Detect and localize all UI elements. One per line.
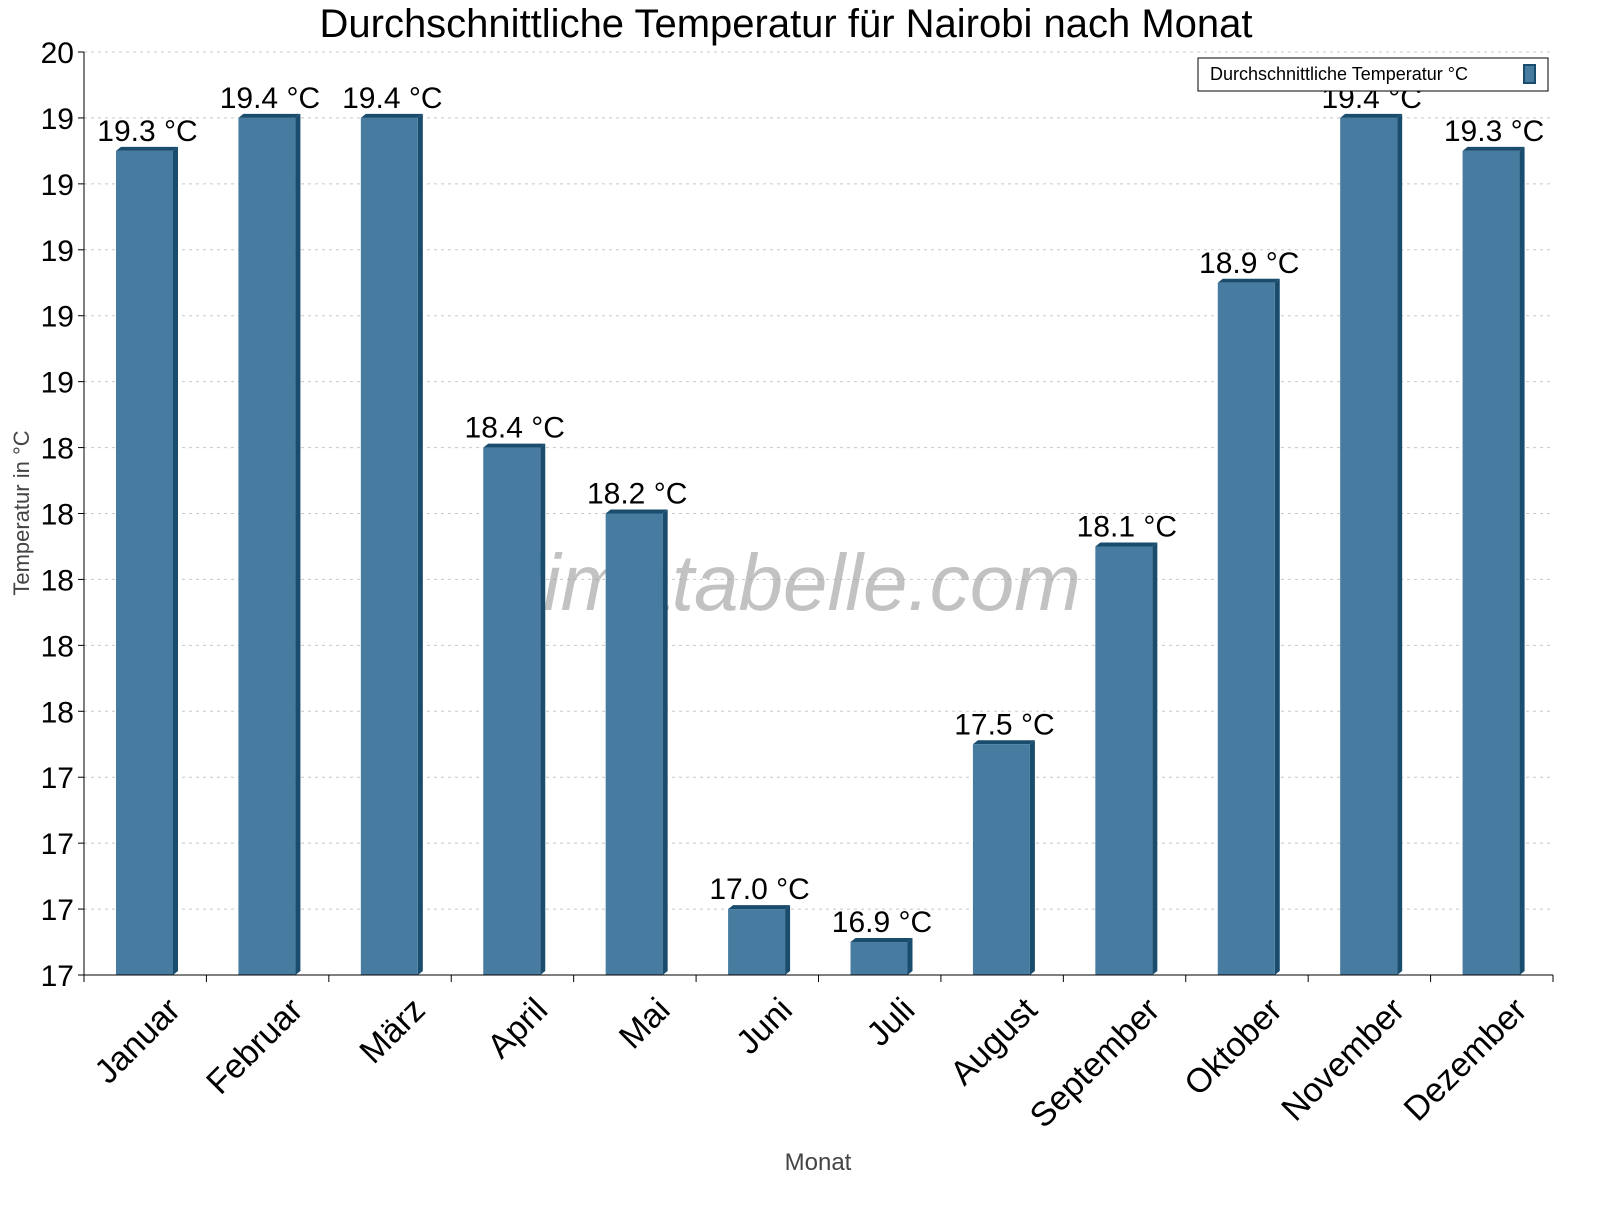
x-tick-label: Dezember — [1397, 991, 1535, 1129]
y-tick-label: 19 — [41, 103, 74, 136]
data-label: 19.4 °C — [342, 82, 442, 115]
bar-side — [907, 938, 913, 975]
bar-top — [1462, 146, 1525, 151]
x-tick-label: April — [480, 991, 555, 1066]
gridlines — [84, 51, 1553, 910]
data-label: 19.4 °C — [220, 82, 320, 115]
bar-top — [850, 938, 913, 943]
x-tick-label: Mai — [612, 991, 678, 1057]
x-axis-label: Monat — [785, 1149, 852, 1176]
bar-top — [972, 740, 1035, 745]
x-tick-label: Februar — [199, 991, 310, 1102]
data-label: 19.3 °C — [1444, 115, 1544, 148]
bars: 19.3 °C 19.4 °C 19.4 °C 18.4 °C 18.2 °C 17.0 … — [97, 82, 1544, 976]
bar-top — [605, 509, 668, 514]
bar — [605, 513, 663, 975]
x-tick-label: Juni — [729, 991, 800, 1062]
bar — [483, 447, 541, 976]
x-tick-label: Januar — [87, 991, 187, 1091]
y-tick-label: 17 — [41, 894, 74, 927]
bar-top — [728, 905, 791, 910]
bar — [116, 150, 173, 976]
x-tick-label: Oktober — [1177, 991, 1289, 1103]
legend: Durchschnittliche Temperatur °C — [1197, 57, 1549, 92]
bar-top — [483, 443, 546, 448]
bar-top — [360, 113, 423, 118]
bar — [972, 744, 1030, 975]
y-tick-label: 19 — [41, 367, 74, 400]
bar — [728, 909, 786, 975]
bar-side — [173, 146, 178, 976]
bar-top — [1095, 542, 1158, 547]
data-label: 17.0 °C — [709, 873, 809, 906]
bar — [360, 117, 418, 975]
data-label: 17.5 °C — [954, 708, 1054, 741]
data-label: 18.2 °C — [587, 478, 687, 511]
y-axis-label: Temperatur in °C — [9, 430, 34, 595]
bar — [850, 942, 908, 975]
bar-side — [417, 113, 423, 975]
x-tick-label: August — [943, 990, 1045, 1092]
y-tick-label: 17 — [41, 762, 74, 795]
bar — [1340, 117, 1398, 975]
bar-side — [1152, 542, 1158, 975]
x-tick-label: Juli — [859, 991, 922, 1054]
legend-label: Durchschnittliche Temperatur °C — [1210, 64, 1468, 84]
legend-box — [1197, 57, 1549, 92]
y-tick-label: 18 — [41, 696, 74, 729]
data-label: 19.3 °C — [97, 115, 197, 148]
bar-side — [785, 905, 791, 975]
x-tick-label: November — [1274, 991, 1412, 1129]
bar — [1095, 546, 1153, 975]
legend-swatch — [1523, 64, 1536, 84]
y-tick-label: 19 — [41, 169, 74, 202]
chart-title: Durchschnittliche Temperatur für Nairobi… — [319, 2, 1252, 46]
y-tick-label: 19 — [41, 235, 74, 268]
bar — [238, 117, 296, 975]
data-label: 18.9 °C — [1199, 247, 1299, 280]
y-tick-label: 20 — [41, 37, 74, 70]
y-tick-label: 18 — [41, 499, 74, 532]
data-label: 16.9 °C — [832, 906, 932, 939]
y-tick-label: 18 — [41, 433, 74, 466]
y-tick-label: 18 — [41, 630, 74, 663]
x-tick-label: März — [352, 991, 432, 1071]
y-tick-label: 18 — [41, 564, 74, 597]
bar-top — [1340, 113, 1403, 118]
bar-side — [1519, 146, 1525, 976]
watermark: klimatabelle.com — [485, 538, 1081, 627]
bar — [1217, 282, 1275, 975]
data-label: 18.4 °C — [465, 412, 565, 445]
bar-side — [662, 509, 668, 975]
bar-side — [1029, 740, 1035, 975]
bar-side — [1274, 278, 1280, 975]
bar — [1462, 150, 1520, 976]
bar-top — [238, 113, 301, 118]
y-tick-label: 19 — [41, 301, 74, 334]
bar-top — [116, 146, 178, 151]
y-tick-label: 17 — [41, 828, 74, 861]
bar-side — [1397, 113, 1403, 975]
bar-side — [295, 113, 301, 975]
x-tick-label: September — [1023, 991, 1167, 1135]
bar-side — [540, 443, 546, 976]
bar-top — [1217, 278, 1280, 283]
y-tick-label: 17 — [41, 960, 74, 993]
data-label: 18.1 °C — [1077, 510, 1177, 543]
